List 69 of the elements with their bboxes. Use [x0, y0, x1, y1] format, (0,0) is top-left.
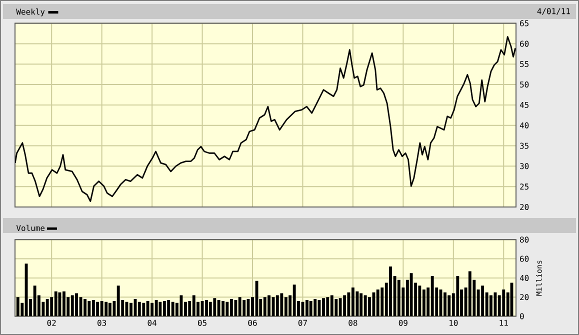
bar — [192, 295, 196, 316]
bar — [75, 293, 78, 316]
bar — [70, 295, 74, 316]
bar — [280, 293, 284, 316]
bar — [334, 299, 338, 316]
bar — [360, 293, 363, 316]
bar — [322, 298, 325, 316]
bar — [502, 289, 506, 316]
bar — [213, 298, 216, 316]
bar — [96, 302, 100, 316]
bar — [142, 302, 146, 316]
bar — [150, 302, 154, 316]
bar — [84, 299, 87, 316]
bar — [389, 266, 392, 316]
line-series — [15, 36, 516, 202]
bar — [104, 302, 108, 316]
bar — [343, 295, 346, 316]
bar — [171, 302, 174, 316]
bar — [456, 276, 460, 316]
bar — [481, 286, 484, 316]
bar — [284, 297, 288, 316]
bar — [24, 264, 28, 316]
bar — [130, 302, 132, 316]
bar — [397, 280, 400, 316]
bar — [309, 300, 312, 316]
bar — [116, 286, 120, 316]
bar — [100, 300, 104, 316]
bar — [338, 298, 342, 316]
bar — [62, 291, 66, 316]
bar — [226, 302, 229, 316]
bar — [268, 295, 270, 316]
bar — [238, 297, 242, 316]
bar — [422, 289, 426, 316]
bar — [108, 302, 112, 316]
bar — [33, 286, 36, 316]
bar — [292, 284, 296, 316]
bar — [276, 295, 279, 316]
bar — [490, 295, 492, 316]
bar — [314, 299, 317, 316]
bar — [418, 286, 422, 316]
bar — [306, 300, 308, 316]
bar — [16, 297, 20, 316]
bar — [364, 295, 367, 316]
bar — [230, 299, 233, 316]
bar — [263, 297, 266, 316]
bar — [410, 273, 413, 316]
bar — [88, 300, 91, 316]
bar — [217, 300, 220, 316]
bar — [46, 299, 49, 316]
bar — [222, 300, 225, 316]
bar — [448, 295, 451, 316]
bar — [468, 271, 472, 316]
bar — [330, 295, 334, 316]
bar — [430, 276, 434, 316]
bar — [208, 302, 212, 316]
bar — [154, 300, 158, 316]
bar — [205, 300, 208, 316]
bar — [242, 300, 246, 316]
bar — [54, 291, 58, 316]
bar — [162, 300, 166, 316]
bar — [376, 289, 380, 316]
bar — [351, 288, 354, 316]
bar — [158, 302, 162, 316]
bar — [326, 297, 330, 316]
bar — [444, 292, 446, 316]
bar — [138, 302, 141, 316]
bar — [146, 300, 150, 316]
bar — [92, 300, 95, 316]
bar — [167, 300, 170, 316]
